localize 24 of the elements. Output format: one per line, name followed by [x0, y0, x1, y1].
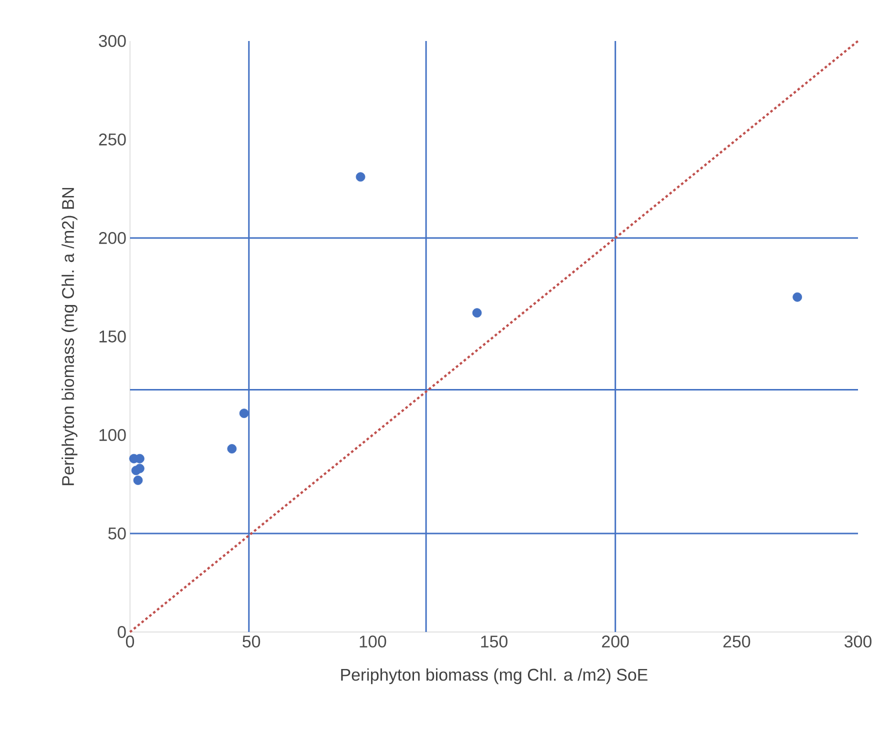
y-tick-label: 50 [108, 528, 126, 540]
x-tick-label: 0 [126, 636, 134, 648]
point [135, 454, 144, 464]
x-tick-label: 100 [360, 636, 386, 648]
point [135, 464, 144, 474]
point [239, 408, 249, 418]
point [227, 444, 237, 454]
x-axis-title: Periphyton biomass (mg Chl. a /m2) SoE [341, 668, 648, 684]
y-tick-label: 300 [98, 34, 126, 47]
y-tick-label: 200 [99, 232, 126, 244]
y-tick-label: 250 [99, 133, 126, 146]
x-tick-label: 250 [723, 636, 750, 648]
y-tick-label: 150 [100, 330, 126, 342]
y-axis-title: Periphyton biomass (mg Chl. a /m2) BN [62, 188, 78, 486]
x-tick-label: 50 [242, 636, 260, 648]
point [792, 292, 802, 302]
point [356, 172, 366, 182]
point [472, 308, 482, 318]
x-tick-label: 200 [602, 636, 629, 648]
y-tick-label: 100 [100, 429, 126, 441]
point [133, 476, 143, 486]
y-tick-label: 0 [118, 626, 126, 638]
x-tick-label: 300 [844, 636, 872, 648]
x-tick-label: 150 [481, 636, 508, 648]
